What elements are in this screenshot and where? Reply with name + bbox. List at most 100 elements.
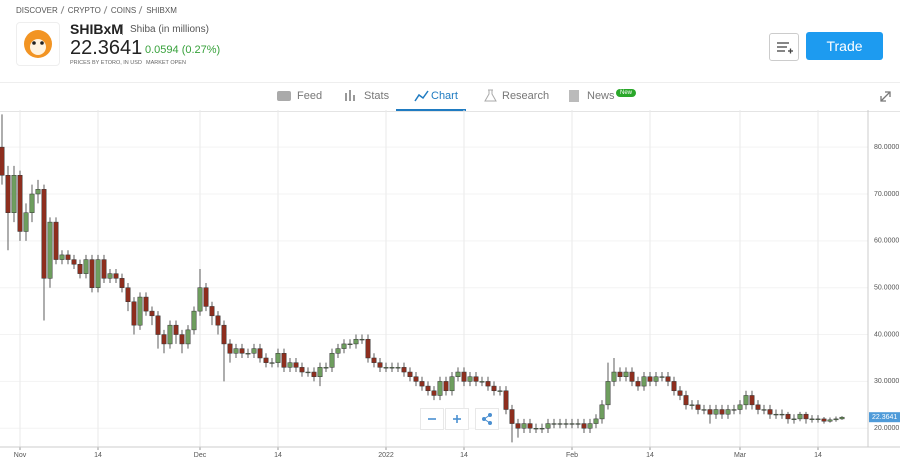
candle-body bbox=[767, 409, 773, 415]
candle-body bbox=[467, 376, 473, 382]
crumb[interactable]: DISCOVER bbox=[16, 6, 58, 15]
breadcrumb: DISCOVER CRYPTO COINS SHIBXM bbox=[16, 6, 177, 15]
tab[interactable]: Stats bbox=[364, 90, 390, 102]
chart: 20.0000 30.0000 40.0000 50.0000 60.0000 70.00… bbox=[0, 110, 900, 459]
candle-body bbox=[155, 315, 161, 335]
candle-body bbox=[65, 254, 71, 260]
share[interactable] bbox=[475, 408, 499, 430]
x-tick-label: 2022 bbox=[378, 452, 394, 459]
y-tick-label: 70.0000 bbox=[874, 191, 899, 198]
candle-body bbox=[575, 423, 581, 425]
candle-body bbox=[569, 423, 575, 425]
candle-body bbox=[335, 348, 341, 354]
candle-body bbox=[773, 413, 779, 416]
new-badge: New bbox=[616, 89, 637, 97]
tab[interactable]: News bbox=[587, 90, 615, 102]
candle-body bbox=[23, 212, 29, 232]
candle-body bbox=[755, 404, 761, 410]
candle-body bbox=[491, 385, 497, 392]
symbol: SHIBxM bbox=[70, 21, 123, 37]
candle-body bbox=[629, 371, 635, 382]
candle-body bbox=[221, 324, 227, 345]
candle-body bbox=[821, 418, 827, 422]
candle-body bbox=[107, 273, 113, 279]
zoom-in[interactable] bbox=[445, 408, 469, 430]
candle-body bbox=[59, 254, 65, 260]
candle-body bbox=[425, 385, 431, 392]
tab[interactable]: Feed bbox=[297, 90, 323, 102]
trade-button[interactable]: Trade bbox=[806, 32, 883, 60]
y-tick-label: 40.0000 bbox=[874, 331, 899, 338]
candle-body bbox=[17, 175, 23, 232]
candle-body bbox=[689, 404, 695, 406]
candle-body bbox=[137, 296, 143, 326]
candle-body bbox=[407, 371, 413, 377]
candle-body bbox=[389, 367, 395, 369]
candle-body bbox=[749, 395, 755, 406]
candle-body bbox=[665, 376, 671, 382]
candle-body bbox=[701, 409, 707, 411]
y-tick-label: 80.0000 bbox=[874, 144, 899, 151]
candle-body bbox=[53, 221, 59, 260]
candle-body bbox=[101, 259, 107, 279]
crumb[interactable]: CRYPTO bbox=[62, 6, 101, 15]
candle-body bbox=[125, 287, 131, 303]
candle-body bbox=[413, 376, 419, 382]
candle-body bbox=[131, 301, 137, 326]
candle-body bbox=[725, 409, 731, 415]
candle-body bbox=[287, 362, 293, 368]
candle-body bbox=[215, 315, 221, 326]
crumb[interactable]: COINS bbox=[105, 6, 136, 15]
candle-body bbox=[827, 419, 833, 422]
candle-body bbox=[611, 371, 617, 382]
candle-body bbox=[359, 338, 365, 341]
candle-body bbox=[719, 409, 725, 415]
price: 22.3641 bbox=[70, 37, 143, 59]
share-icon bbox=[482, 413, 492, 425]
candle-body bbox=[545, 423, 551, 429]
candle-body bbox=[149, 310, 155, 317]
candle-body bbox=[653, 376, 659, 382]
candle-body bbox=[527, 423, 533, 429]
candle-body bbox=[11, 175, 17, 213]
candle-body bbox=[191, 310, 197, 331]
candle-body bbox=[815, 418, 821, 420]
tab[interactable]: Chart bbox=[431, 90, 458, 102]
candle-body bbox=[329, 353, 335, 368]
candle-body bbox=[677, 390, 683, 396]
candle-body bbox=[305, 371, 311, 374]
tab[interactable]: Research bbox=[502, 90, 550, 102]
candle-body bbox=[455, 371, 461, 377]
candle-body bbox=[605, 381, 611, 406]
candle-body bbox=[209, 306, 215, 317]
candle-body bbox=[275, 353, 281, 363]
candle-body bbox=[119, 278, 125, 288]
crumb: SHIBXM bbox=[140, 6, 177, 15]
candle-body bbox=[521, 423, 527, 429]
watchlist-button[interactable] bbox=[769, 33, 799, 61]
candle-body bbox=[581, 423, 587, 429]
y-tick-label: 50.0000 bbox=[874, 285, 899, 292]
candle-body bbox=[617, 371, 623, 377]
candle-body bbox=[227, 343, 233, 354]
candle-body bbox=[71, 259, 77, 265]
candle-body bbox=[635, 381, 641, 387]
candle-body bbox=[263, 357, 269, 363]
candle-body bbox=[809, 418, 815, 420]
candle-body bbox=[377, 362, 383, 368]
candle-body bbox=[791, 418, 797, 420]
candle-body bbox=[587, 423, 593, 429]
candle-body bbox=[293, 362, 299, 368]
zoom-out[interactable] bbox=[420, 408, 444, 430]
candle-body bbox=[683, 395, 689, 406]
candle-body bbox=[245, 353, 251, 355]
candle-body bbox=[797, 413, 803, 420]
candle-body bbox=[371, 357, 377, 363]
candle-body bbox=[29, 193, 35, 213]
candle-body bbox=[179, 334, 185, 345]
candle-body bbox=[785, 413, 791, 420]
candle-body bbox=[161, 334, 167, 345]
x-tick-label: Nov bbox=[14, 452, 27, 459]
candle-body bbox=[317, 367, 323, 377]
instrument-name: Shiba (in millions) bbox=[122, 24, 209, 35]
